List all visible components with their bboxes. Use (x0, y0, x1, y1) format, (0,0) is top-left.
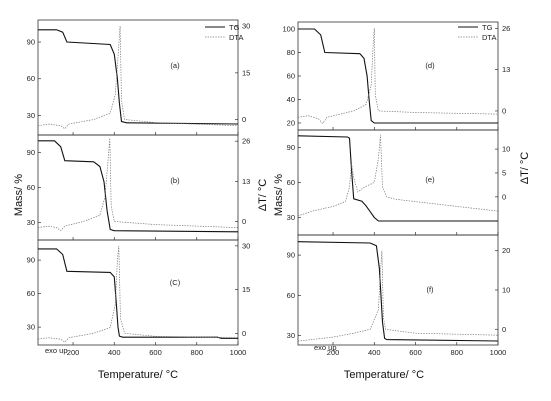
x-tick-label: 800 (451, 348, 464, 357)
mass-tick-label: 90 (287, 143, 295, 152)
dta-curve (37, 26, 239, 130)
panel-5: 30 60 90 0 5 10 (e) (287, 129, 510, 236)
dt-tick-label: 15 (242, 285, 250, 294)
legend: TG DTA TG DTA (205, 23, 496, 42)
exo-up-note-right: exo up (314, 343, 337, 352)
panel-label: (C) (170, 278, 181, 287)
y-axis-title-right-dt: ΔT/ °C (519, 152, 531, 185)
dta-curve (297, 28, 499, 125)
tg-curve (38, 248, 238, 339)
tg-curve (38, 140, 239, 233)
dt-tick-label: 20 (502, 246, 510, 255)
dta-curve (37, 138, 239, 232)
dt-tick-label: 0 (502, 106, 506, 115)
tg-curve (298, 28, 498, 124)
dt-tick-label: 15 (242, 68, 250, 77)
exo-up-note-left: exo up (45, 346, 68, 355)
panel-3: 30 60 90 0 15 30 200 400 600 800 1000 (C) (27, 239, 250, 357)
mass-tick-label: 30 (27, 323, 35, 332)
y-axis-title-middle: ΔT/ °C (257, 179, 269, 212)
legend-tg-label: TG (229, 23, 240, 32)
plot-frame (37, 239, 239, 346)
tg-curve (38, 29, 239, 125)
dta-curve (297, 134, 499, 217)
legend-dta-label-right: DTA (482, 33, 496, 42)
mass-tick-label: 90 (27, 256, 35, 265)
mass-tick-label: 90 (287, 251, 295, 260)
tg-curve (297, 135, 498, 222)
dt-tick-label: 0 (502, 192, 506, 201)
legend-dta-label: DTA (229, 33, 243, 42)
panel-label: (f) (426, 285, 434, 294)
plot-frame (297, 129, 499, 236)
mass-tick-label: 30 (27, 111, 35, 120)
dt-tick-label: 26 (242, 137, 250, 146)
panel-label: (b) (170, 176, 180, 185)
dt-tick-label: 13 (242, 177, 250, 186)
mass-tick-label: 100 (282, 25, 295, 34)
chart-panels: 30 60 90 0 15 30 (a) 30 60 90 0 13 26 (b) 30 60 90 0 15 30 2… (27, 19, 510, 357)
mass-tick-label: 60 (287, 178, 295, 187)
dt-tick-label: 26 (502, 24, 510, 33)
x-tick-label: 200 (327, 348, 340, 357)
mass-tick-label: 60 (287, 72, 295, 81)
x-tick-label: 400 (368, 348, 381, 357)
y-axis-title-left: Mass/ % (13, 174, 25, 216)
x-axis-title-right: Temperature/ °C (344, 369, 424, 381)
panel-label: (d) (425, 61, 435, 70)
panel-4: 20 40 60 80 100 0 13 26 (d) (282, 21, 510, 131)
mass-tick-label: 30 (27, 218, 35, 227)
mass-tick-label: 60 (27, 74, 35, 83)
mass-tick-label: 40 (287, 95, 295, 104)
dt-tick-label: 30 (242, 241, 250, 250)
x-tick-label: 800 (191, 348, 204, 357)
x-tick-label: 400 (108, 348, 121, 357)
panel-2: 30 60 90 0 13 26 (b) (27, 134, 250, 241)
legend-tg-label-right: TG (482, 23, 493, 32)
x-axis-title-left: Temperature/ °C (98, 369, 178, 381)
dt-tick-label: 0 (502, 325, 506, 334)
mass-tick-label: 30 (287, 331, 295, 340)
mass-tick-label: 60 (27, 183, 35, 192)
plot-frame (297, 234, 499, 346)
dt-tick-label: 30 (242, 22, 250, 31)
panel-label: (a) (170, 61, 180, 70)
x-tick-label: 600 (149, 348, 162, 357)
mass-tick-label: 60 (27, 289, 35, 298)
mass-tick-label: 90 (27, 148, 35, 157)
x-tick-label: 1000 (490, 348, 507, 357)
mass-tick-label: 80 (287, 48, 295, 57)
dta-curve (297, 250, 499, 342)
dta-curve (37, 245, 239, 343)
x-tick-label: 200 (67, 348, 80, 357)
x-tick-label: 600 (409, 348, 422, 357)
dt-tick-label: 0 (242, 115, 246, 124)
dt-tick-label: 10 (502, 145, 510, 154)
mass-tick-label: 20 (287, 118, 295, 127)
plot-frame (37, 134, 239, 241)
panel-6: 30 60 90 0 10 20 200 400 600 800 1000 (f) (287, 234, 510, 357)
panel-label: (e) (425, 175, 435, 184)
tg-curve (297, 241, 499, 342)
y-axis-title-right-mass: Mass/ % (273, 174, 285, 216)
dt-tick-label: 10 (502, 286, 510, 295)
mass-tick-label: 90 (27, 38, 35, 47)
dt-tick-label: 0 (242, 329, 246, 338)
dt-tick-label: 5 (502, 168, 506, 177)
mass-tick-label: 30 (287, 213, 295, 222)
dt-tick-label: 0 (242, 217, 246, 226)
x-tick-label: 1000 (230, 348, 247, 357)
dt-tick-label: 13 (502, 65, 510, 74)
mass-tick-label: 60 (287, 291, 295, 300)
